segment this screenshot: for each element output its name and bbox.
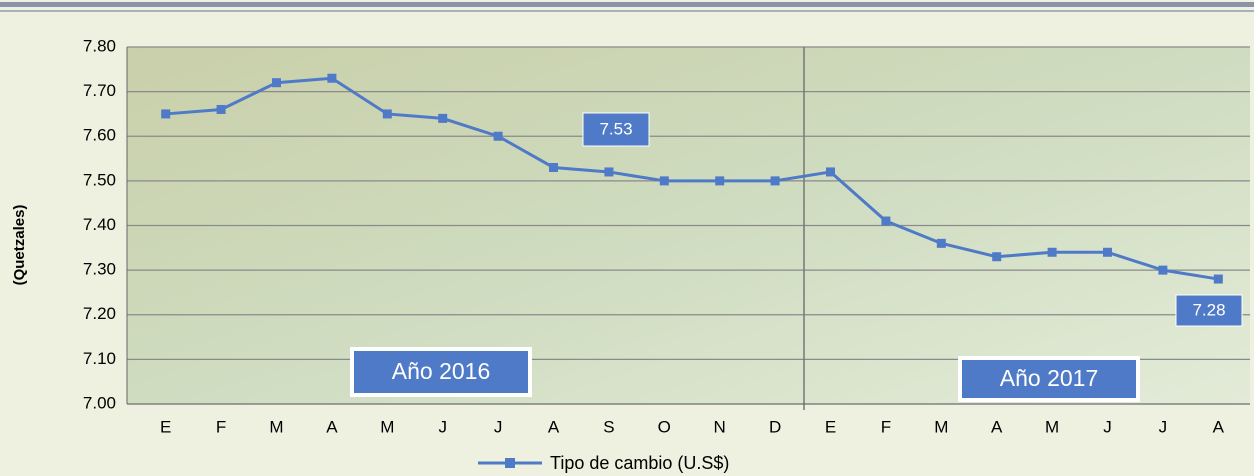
legend-label: Tipo de cambio (U.S$) bbox=[550, 453, 729, 473]
point-marker bbox=[549, 162, 558, 172]
point-marker bbox=[216, 104, 226, 114]
point-marker bbox=[161, 109, 171, 119]
y-tick-label: 7.60 bbox=[83, 126, 116, 145]
x-tick-label: A bbox=[991, 417, 1003, 436]
x-tick-label: M bbox=[934, 417, 948, 436]
point-marker bbox=[659, 176, 669, 186]
y-tick-label: 7.10 bbox=[83, 349, 116, 368]
point-marker bbox=[382, 109, 392, 119]
series-line bbox=[165, 76, 1219, 281]
x-tick-label: S bbox=[603, 417, 614, 436]
y-tick-label: 7.20 bbox=[83, 304, 116, 323]
annotation: Año 2016 bbox=[392, 358, 490, 384]
y-tick-label: 7.70 bbox=[83, 81, 116, 100]
y-tick-label: 7.40 bbox=[83, 215, 116, 234]
x-tick-label: A bbox=[1213, 417, 1225, 436]
point-marker bbox=[327, 73, 337, 83]
point-marker bbox=[1047, 247, 1057, 257]
top-border bbox=[0, 10, 1254, 12]
point-marker bbox=[1158, 265, 1168, 275]
legend-marker bbox=[505, 458, 515, 468]
x-tick-label: J bbox=[438, 417, 447, 436]
top-border bbox=[0, 2, 1254, 7]
x-tick-label: N bbox=[714, 417, 726, 436]
point-marker bbox=[881, 216, 891, 226]
point-marker bbox=[826, 167, 835, 177]
point-marker bbox=[992, 252, 1002, 262]
point-marker bbox=[272, 78, 281, 88]
annotation: Año 2017 bbox=[1000, 365, 1098, 391]
y-tick-label: 7.00 bbox=[83, 393, 116, 412]
x-tick-label: M bbox=[1045, 417, 1059, 436]
annotation-box bbox=[958, 356, 1140, 402]
point-marker bbox=[715, 176, 725, 186]
x-tick-label: M bbox=[269, 417, 283, 436]
x-tick-label: D bbox=[769, 417, 781, 436]
x-tick-label: J bbox=[1159, 417, 1168, 436]
point-marker bbox=[493, 131, 503, 141]
point-marker bbox=[438, 113, 448, 123]
x-tick-label: A bbox=[548, 417, 560, 436]
x-tick-label: O bbox=[658, 417, 671, 436]
data-label: 7.53 bbox=[599, 119, 632, 138]
point-marker bbox=[604, 167, 614, 177]
point-marker bbox=[1103, 247, 1112, 257]
y-tick-label: 7.80 bbox=[83, 36, 116, 55]
y-axis-label: (Quetzales) bbox=[11, 205, 28, 286]
data-label-box bbox=[582, 112, 650, 147]
point-marker bbox=[770, 176, 780, 186]
x-tick-label: E bbox=[825, 417, 836, 436]
point-marker bbox=[1213, 274, 1223, 284]
x-tick-label: M bbox=[380, 417, 394, 436]
x-tick-label: A bbox=[326, 417, 338, 436]
x-tick-label: E bbox=[160, 417, 171, 436]
x-tick-label: F bbox=[216, 417, 226, 436]
annotation-box bbox=[350, 347, 532, 397]
x-tick-label: J bbox=[1103, 417, 1112, 436]
x-tick-label: F bbox=[881, 417, 891, 436]
x-tick-label: J bbox=[494, 417, 503, 436]
data-label-box bbox=[1175, 294, 1243, 327]
y-tick-label: 7.30 bbox=[83, 260, 116, 279]
point-marker bbox=[936, 238, 946, 248]
data-label: 7.28 bbox=[1192, 300, 1225, 319]
y-tick-label: 7.50 bbox=[83, 170, 116, 189]
